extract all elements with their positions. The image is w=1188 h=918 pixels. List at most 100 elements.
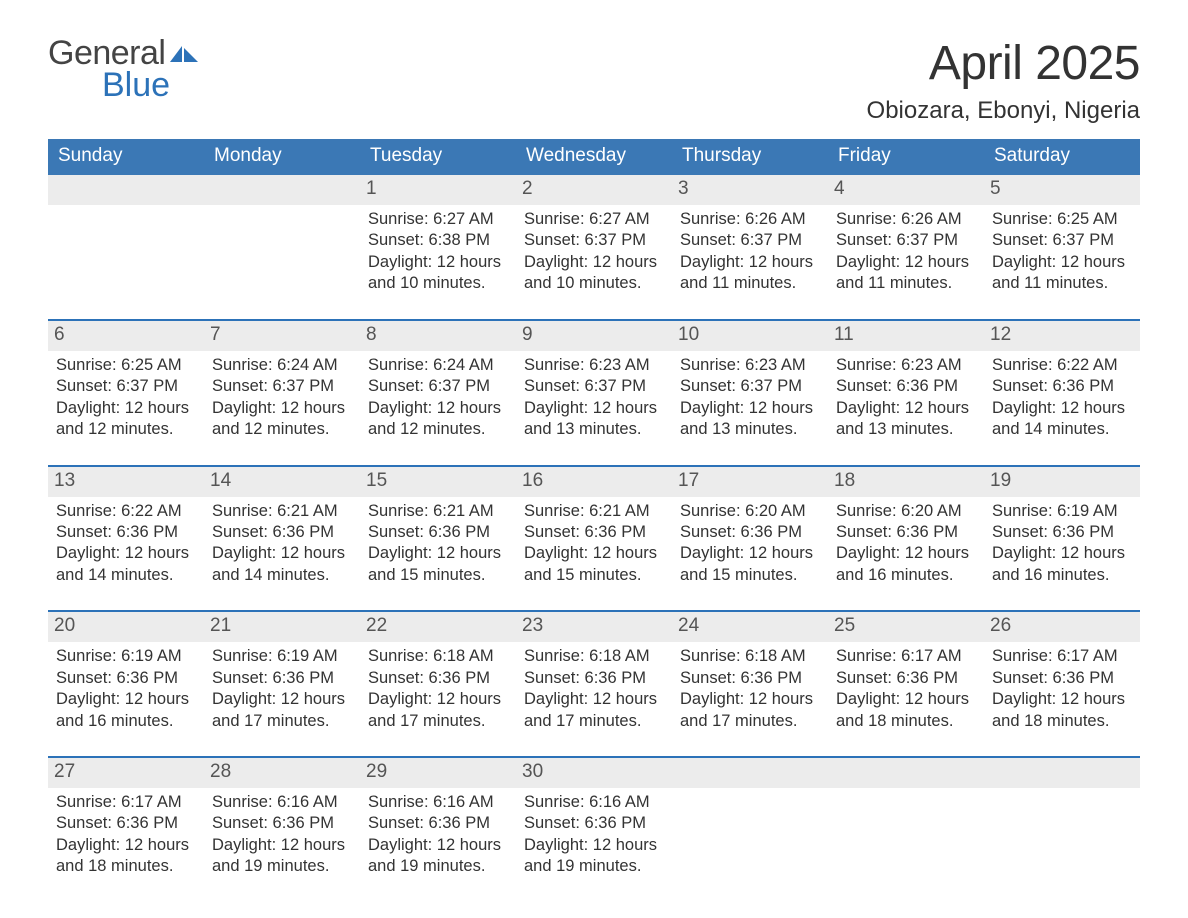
sunset-line: Sunset: 6:36 PM [680,668,820,689]
daylight-line-1: Daylight: 12 hours [368,835,508,856]
calendar-day-cell: 22 Sunrise: 6:18 AMSunset: 6:36 PMDayligh… [360,612,516,748]
day-details: Sunrise: 6:18 AMSunset: 6:36 PMDaylight:… [368,646,508,732]
sunset-line: Sunset: 6:36 PM [56,813,196,834]
sunset-line: Sunset: 6:37 PM [56,376,196,397]
day-details: Sunrise: 6:21 AMSunset: 6:36 PMDaylight:… [368,501,508,587]
daylight-line-1: Daylight: 12 hours [368,543,508,564]
daylight-line-2: and 17 minutes. [680,711,820,732]
sunrise-line: Sunrise: 6:17 AM [836,646,976,667]
day-number: 24 [672,612,828,642]
daylight-line-1: Daylight: 12 hours [524,252,664,273]
sunrise-line: Sunrise: 6:19 AM [212,646,352,667]
day-number: 4 [828,175,984,205]
daylight-line-2: and 13 minutes. [524,419,664,440]
calendar-week-row: 6Sunrise: 6:25 AMSunset: 6:37 PMDaylight… [48,319,1140,457]
calendar-day-cell: 30Sunrise: 6:16 AMSunset: 6:36 PMDayligh… [516,758,672,894]
weekday-header-cell: Tuesday [360,139,516,175]
day-number [48,175,204,205]
sunset-line: Sunset: 6:37 PM [680,230,820,251]
calendar-day-cell: 16Sunrise: 6:21 AMSunset: 6:36 PMDayligh… [516,467,672,603]
day-details: Sunrise: 6:19 AMSunset: 6:36 PMDaylight:… [56,646,196,732]
daylight-line-2: and 16 minutes. [992,565,1132,586]
sunrise-line: Sunrise: 6:16 AM [524,792,664,813]
day-details: Sunrise: 6:23 AMSunset: 6:36 PMDaylight:… [836,355,976,441]
daylight-line-1: Daylight: 12 hours [212,398,352,419]
calendar-week-row: 27Sunrise: 6:17 AMSunset: 6:36 PMDayligh… [48,756,1140,894]
daylight-line-2: and 15 minutes. [680,565,820,586]
sunset-line: Sunset: 6:36 PM [368,522,508,543]
daylight-line-2: and 11 minutes. [836,273,976,294]
sunset-line: Sunset: 6:37 PM [836,230,976,251]
sunrise-line: Sunrise: 6:26 AM [836,209,976,230]
daylight-line-1: Daylight: 12 hours [212,689,352,710]
daylight-line-2: and 15 minutes. [368,565,508,586]
day-details: Sunrise: 6:17 AMSunset: 6:36 PMDaylight:… [836,646,976,732]
daylight-line-1: Daylight: 12 hours [992,689,1132,710]
daylight-line-2: and 17 minutes. [524,711,664,732]
logo-flag-icon [170,44,204,64]
day-number [828,758,984,788]
sunrise-line: Sunrise: 6:20 AM [836,501,976,522]
day-details: Sunrise: 6:19 AMSunset: 6:36 PMDaylight:… [212,646,352,732]
sunrise-line: Sunrise: 6:22 AM [56,501,196,522]
daylight-line-2: and 13 minutes. [836,419,976,440]
sunrise-line: Sunrise: 6:25 AM [992,209,1132,230]
month-title: April 2025 [867,36,1140,91]
day-number: 30 [516,758,672,788]
day-details: Sunrise: 6:21 AMSunset: 6:36 PMDaylight:… [524,501,664,587]
daylight-line-2: and 10 minutes. [524,273,664,294]
day-number: 15 [360,467,516,497]
location-subtitle: Obiozara, Ebonyi, Nigeria [867,97,1140,125]
weekday-header-cell: Wednesday [516,139,672,175]
daylight-line-2: and 19 minutes. [212,856,352,877]
calendar-day-cell: 7Sunrise: 6:24 AMSunset: 6:37 PMDaylight… [204,321,360,457]
sunset-line: Sunset: 6:36 PM [992,522,1132,543]
weekday-header-cell: Friday [828,139,984,175]
daylight-line-2: and 11 minutes. [680,273,820,294]
sunrise-line: Sunrise: 6:19 AM [56,646,196,667]
sunset-line: Sunset: 6:36 PM [212,668,352,689]
sunset-line: Sunset: 6:36 PM [212,813,352,834]
day-details: Sunrise: 6:24 AMSunset: 6:37 PMDaylight:… [212,355,352,441]
day-number: 1 [360,175,516,205]
sunset-line: Sunset: 6:37 PM [680,376,820,397]
weekday-header-cell: Sunday [48,139,204,175]
calendar-day-cell: 17Sunrise: 6:20 AMSunset: 6:36 PMDayligh… [672,467,828,603]
day-number: 20 [48,612,204,642]
sunrise-line: Sunrise: 6:18 AM [680,646,820,667]
calendar-day-cell: 28Sunrise: 6:16 AMSunset: 6:36 PMDayligh… [204,758,360,894]
daylight-line-1: Daylight: 12 hours [368,398,508,419]
calendar-day-cell: 19Sunrise: 6:19 AMSunset: 6:36 PMDayligh… [984,467,1140,603]
sunset-line: Sunset: 6:37 PM [524,230,664,251]
sunset-line: Sunset: 6:36 PM [680,522,820,543]
sunrise-line: Sunrise: 6:23 AM [524,355,664,376]
calendar-day-cell: 13Sunrise: 6:22 AMSunset: 6:36 PMDayligh… [48,467,204,603]
day-details: Sunrise: 6:23 AMSunset: 6:37 PMDaylight:… [524,355,664,441]
sunrise-line: Sunrise: 6:26 AM [680,209,820,230]
sunset-line: Sunset: 6:37 PM [212,376,352,397]
daylight-line-1: Daylight: 12 hours [992,543,1132,564]
daylight-line-1: Daylight: 12 hours [56,835,196,856]
sunrise-line: Sunrise: 6:18 AM [524,646,664,667]
day-number: 29 [360,758,516,788]
weeks-container: 1Sunrise: 6:27 AMSunset: 6:38 PMDaylight… [48,175,1140,894]
sunset-line: Sunset: 6:36 PM [368,813,508,834]
calendar-day-cell: 9Sunrise: 6:23 AMSunset: 6:37 PMDaylight… [516,321,672,457]
calendar-day-cell: 3Sunrise: 6:26 AMSunset: 6:37 PMDaylight… [672,175,828,311]
sunrise-line: Sunrise: 6:17 AM [56,792,196,813]
sunrise-line: Sunrise: 6:27 AM [524,209,664,230]
day-details: Sunrise: 6:20 AMSunset: 6:36 PMDaylight:… [836,501,976,587]
day-number: 22 [360,612,516,642]
daylight-line-1: Daylight: 12 hours [992,398,1132,419]
day-number: 19 [984,467,1140,497]
sunset-line: Sunset: 6:36 PM [56,668,196,689]
day-details: Sunrise: 6:24 AMSunset: 6:37 PMDaylight:… [368,355,508,441]
daylight-line-1: Daylight: 12 hours [680,689,820,710]
sunset-line: Sunset: 6:36 PM [836,522,976,543]
sunrise-line: Sunrise: 6:17 AM [992,646,1132,667]
sunrise-line: Sunrise: 6:23 AM [836,355,976,376]
calendar-day-cell: 10Sunrise: 6:23 AMSunset: 6:37 PMDayligh… [672,321,828,457]
daylight-line-2: and 10 minutes. [368,273,508,294]
day-number: 17 [672,467,828,497]
calendar-day-cell: 4Sunrise: 6:26 AMSunset: 6:37 PMDaylight… [828,175,984,311]
